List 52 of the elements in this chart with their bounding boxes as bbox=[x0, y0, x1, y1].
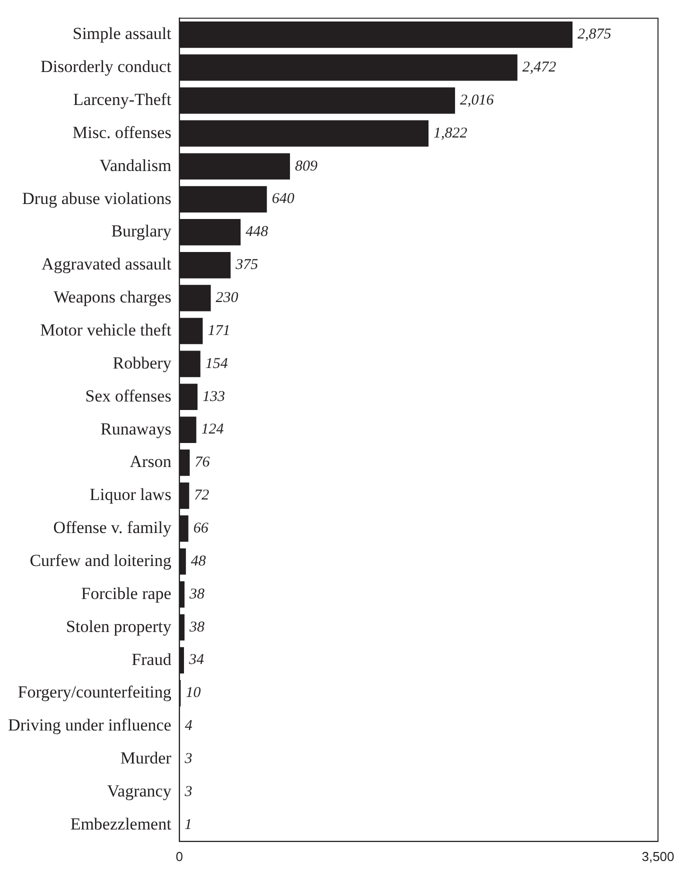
x-tick-label: 0 bbox=[176, 848, 183, 864]
y-tick-label: Stolen property bbox=[66, 616, 172, 636]
data-label: 10 bbox=[186, 685, 202, 702]
y-tick-label: Motor vehicle theft bbox=[40, 320, 172, 340]
data-label: 3 bbox=[184, 784, 192, 800]
y-tick-label: Aggravated assault bbox=[42, 254, 172, 274]
y-tick-label: Drug abuse violations bbox=[22, 188, 172, 208]
data-label: 66 bbox=[193, 520, 209, 537]
data-label: 133 bbox=[202, 388, 226, 405]
data-label: 230 bbox=[216, 290, 239, 306]
y-tick-label: Vandalism bbox=[100, 156, 172, 175]
data-label: 2,472 bbox=[522, 60, 557, 76]
data-label: 4 bbox=[184, 718, 193, 734]
data-label: 640 bbox=[272, 191, 295, 208]
y-tick-label: Curfew and loitering bbox=[30, 550, 172, 570]
data-label: 76 bbox=[194, 454, 210, 471]
data-label: 1,822 bbox=[434, 125, 468, 142]
data-label: 48 bbox=[190, 553, 206, 570]
y-tick-label: Disorderly conduct bbox=[40, 57, 172, 76]
y-tick-label: Murder bbox=[120, 748, 172, 768]
y-tick-label: Arson bbox=[130, 452, 172, 472]
y-tick-label: Driving under influence bbox=[8, 716, 172, 735]
data-label: 1 bbox=[184, 816, 192, 833]
y-tick-label: Embezzlement bbox=[70, 814, 172, 834]
y-tick-label: Burglary bbox=[111, 222, 172, 241]
y-tick-label: Robbery bbox=[112, 353, 172, 372]
y-tick-label: Sex offenses bbox=[85, 386, 172, 406]
y-tick-label: Larceny-Theft bbox=[73, 90, 172, 109]
data-label: 809 bbox=[294, 158, 318, 174]
data-label: 72 bbox=[194, 488, 210, 504]
data-label: 2,875 bbox=[578, 26, 612, 43]
y-tick-label: Liquor laws bbox=[90, 485, 172, 504]
data-label: 124 bbox=[201, 422, 224, 438]
data-label: 171 bbox=[208, 322, 230, 339]
data-label: 3 bbox=[184, 751, 192, 768]
data-label: 375 bbox=[234, 257, 259, 274]
y-tick-label: Simple assault bbox=[72, 24, 172, 44]
x-tick-label: 3,500 bbox=[642, 848, 674, 864]
y-tick-label: Misc. offenses bbox=[72, 122, 172, 142]
y-tick-label: Forcible rape bbox=[81, 584, 172, 603]
y-tick-label: Runaways bbox=[100, 419, 172, 438]
y-tick-label: Weapons charges bbox=[54, 288, 172, 307]
data-label: 38 bbox=[188, 619, 206, 636]
data-label: 154 bbox=[205, 356, 228, 372]
data-label: 448 bbox=[246, 224, 269, 240]
y-tick-label: Forgery/counterfeiting bbox=[18, 682, 172, 702]
data-label: 2,016 bbox=[460, 92, 494, 108]
y-tick-label: Fraud bbox=[132, 650, 172, 669]
y-tick-label: Offense v. family bbox=[53, 518, 172, 538]
data-label: 38 bbox=[188, 586, 206, 602]
y-tick-label: Vagrancy bbox=[107, 781, 172, 800]
data-label: 34 bbox=[188, 652, 204, 668]
